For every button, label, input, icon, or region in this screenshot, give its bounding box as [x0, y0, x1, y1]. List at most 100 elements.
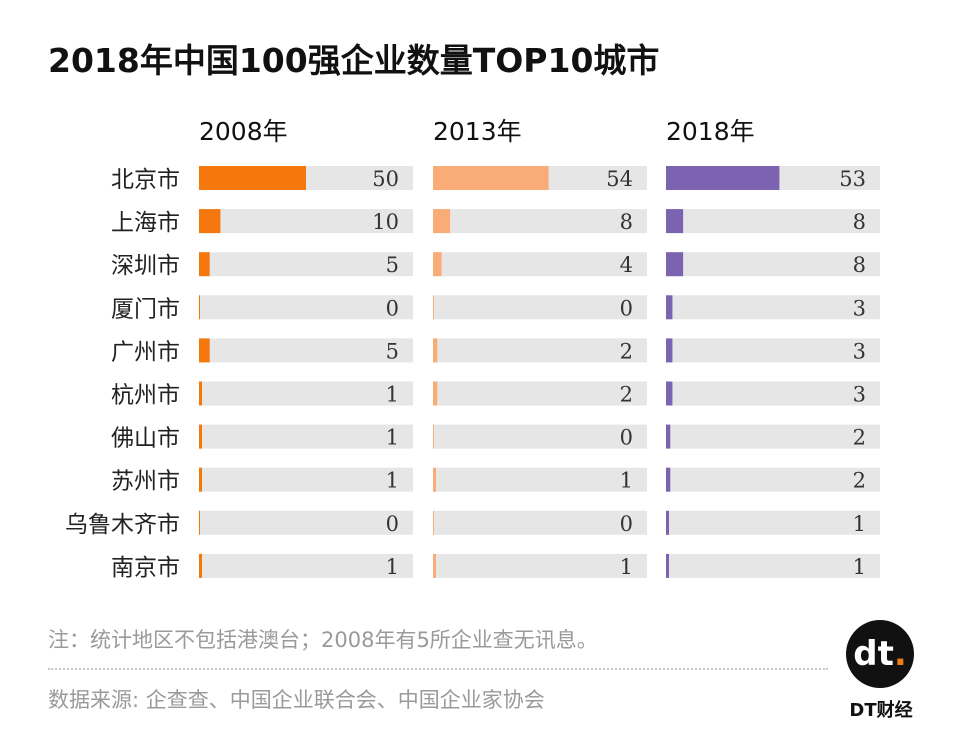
bar-track-0-5: [199, 381, 413, 406]
bar-track-2-7: [666, 467, 880, 492]
value-label-2-2: 8: [853, 253, 866, 277]
bar-track-2-1: [666, 209, 880, 234]
category-label-1: 上海市: [111, 210, 180, 236]
bar-0-1: [199, 209, 221, 234]
value-label-0-5: 1: [386, 383, 399, 407]
bar-1-6: [433, 424, 434, 449]
bar-2-3: [666, 295, 673, 320]
value-label-2-1: 8: [853, 210, 866, 234]
value-label-0-7: 1: [386, 469, 399, 493]
category-label-3: 厦门市: [111, 296, 180, 322]
category-label-2: 深圳市: [111, 253, 180, 279]
bar-0-2: [199, 252, 210, 277]
value-label-0-3: 0: [386, 296, 399, 320]
bar-2-7: [666, 467, 671, 492]
value-label-1-3: 0: [620, 296, 633, 320]
bar-2-9: [666, 553, 669, 578]
bar-track-1-2: [433, 252, 647, 277]
logo-mark-dot: .: [893, 634, 907, 674]
logo-mark-text: dt: [853, 634, 894, 674]
value-label-0-1: 10: [372, 210, 399, 234]
bar-track-2-5: [666, 381, 880, 406]
bar-0-5: [199, 381, 202, 406]
bar-2-5: [666, 381, 673, 406]
dt-logo-icon: dt.: [846, 620, 914, 688]
value-label-0-0: 50: [372, 167, 399, 191]
bar-2-8: [666, 510, 669, 535]
bar-track-0-6: [199, 424, 413, 449]
bar-1-3: [433, 295, 434, 320]
series-label-1: 2013年: [433, 117, 522, 146]
bar-1-9: [433, 553, 436, 578]
category-label-9: 南京市: [111, 555, 180, 581]
value-label-1-1: 8: [620, 210, 633, 234]
bar-track-1-8: [433, 510, 647, 535]
footnote: 注：统计地区不包括港澳台；2008年有5所企业查无讯息。: [48, 628, 598, 652]
bar-1-7: [433, 467, 436, 492]
value-label-1-2: 4: [620, 253, 633, 277]
bar-2-1: [666, 209, 684, 234]
bar-1-8: [433, 510, 434, 535]
bar-1-0: [433, 166, 549, 190]
bar-track-0-2: [199, 252, 413, 277]
value-label-1-5: 2: [620, 383, 633, 407]
bar-track-1-1: [433, 209, 647, 234]
bar-chart: 2008年 2013年 2018年北京市上海市深圳市厦门市广州市杭州市佛山市苏州市乌…: [65, 117, 880, 581]
bar-track-0-7: [199, 467, 413, 492]
bar-0-3: [199, 295, 200, 320]
bar-0-9: [199, 553, 202, 578]
bar-0-7: [199, 467, 202, 492]
value-label-2-5: 3: [853, 383, 866, 407]
bar-track-1-3: [433, 295, 647, 320]
value-label-0-9: 1: [386, 555, 399, 579]
value-label-2-0: 53: [839, 167, 866, 191]
value-label-0-6: 1: [386, 426, 399, 450]
bar-track-0-3: [199, 295, 413, 320]
category-label-6: 佛山市: [111, 426, 180, 452]
bar-0-8: [199, 510, 200, 535]
value-label-1-6: 0: [620, 426, 633, 450]
bar-track-0-8: [199, 510, 413, 535]
value-label-1-4: 2: [620, 339, 633, 363]
bar-2-0: [666, 166, 780, 190]
value-label-2-4: 3: [853, 339, 866, 363]
value-label-2-6: 2: [853, 426, 866, 450]
series-label-2: 2018年: [666, 117, 755, 146]
bar-track-0-4: [199, 338, 413, 363]
chart-title: 2018年中国100强企业数量TOP10城市: [48, 41, 660, 80]
bar-1-1: [433, 209, 451, 234]
value-label-0-2: 5: [386, 253, 399, 277]
bar-1-2: [433, 252, 442, 277]
category-label-5: 杭州市: [111, 383, 180, 409]
value-label-1-7: 1: [620, 469, 633, 493]
bar-0-6: [199, 424, 202, 449]
bar-1-5: [433, 381, 438, 406]
value-label-1-8: 0: [620, 512, 633, 536]
brand-name: DT财经: [849, 700, 913, 721]
bar-track-1-4: [433, 338, 647, 363]
bar-2-4: [666, 338, 673, 363]
bar-track-1-7: [433, 467, 647, 492]
data-source: 数据来源: 企查查、中国企业联合会、中国企业家协会: [48, 688, 545, 712]
bar-track-2-4: [666, 338, 880, 363]
series-label-0: 2008年: [199, 117, 288, 146]
bar-2-6: [666, 424, 671, 449]
bar-track-2-3: [666, 295, 880, 320]
value-label-2-7: 2: [853, 469, 866, 493]
value-label-1-9: 1: [620, 555, 633, 579]
bar-track-1-5: [433, 381, 647, 406]
divider: [48, 668, 828, 670]
bar-track-2-2: [666, 252, 880, 277]
bar-1-4: [433, 338, 438, 363]
value-label-0-4: 5: [386, 339, 399, 363]
value-label-1-0: 54: [606, 167, 633, 191]
bar-0-4: [199, 338, 210, 363]
bar-track-2-8: [666, 510, 880, 535]
category-label-8: 乌鲁木齐市: [65, 512, 180, 538]
bar-0-0: [199, 166, 306, 190]
bar-track-2-6: [666, 424, 880, 449]
category-label-0: 北京市: [111, 167, 180, 193]
bar-track-0-9: [199, 553, 413, 578]
bar-track-0-1: [199, 209, 413, 234]
value-label-0-8: 0: [386, 512, 399, 536]
